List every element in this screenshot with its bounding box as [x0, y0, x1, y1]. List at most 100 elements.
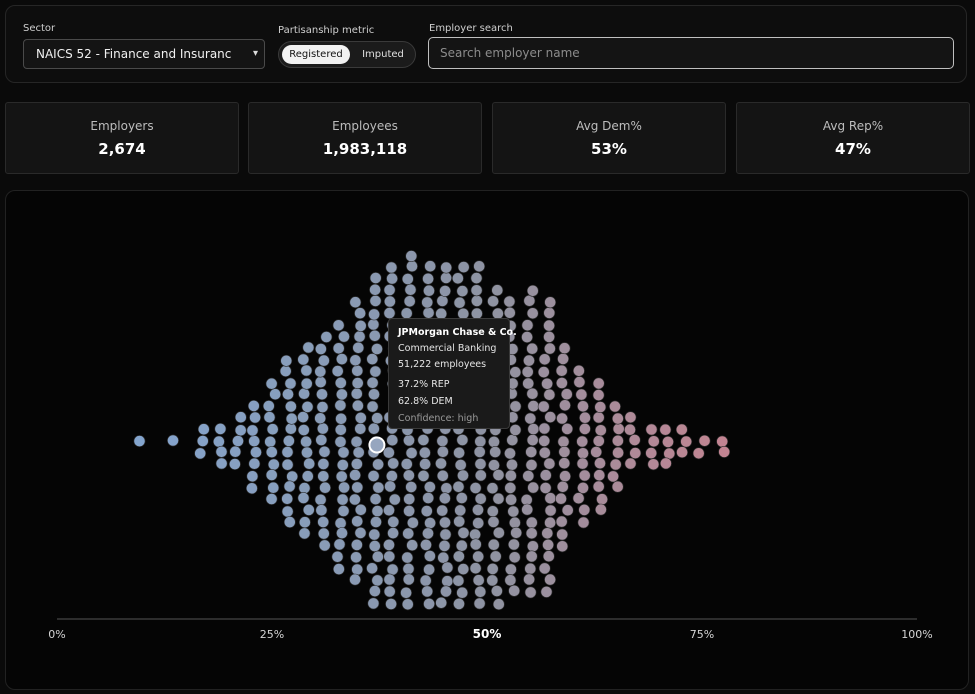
employer-point[interactable] — [526, 284, 539, 297]
employer-point[interactable] — [354, 307, 366, 320]
employer-point[interactable] — [421, 296, 434, 309]
employer-point[interactable] — [472, 503, 484, 516]
employer-point[interactable] — [298, 482, 311, 494]
employer-point[interactable] — [474, 469, 487, 482]
employer-point[interactable] — [351, 515, 364, 528]
employer-point[interactable] — [559, 399, 571, 412]
employer-point[interactable] — [486, 505, 499, 518]
employer-point[interactable] — [556, 480, 569, 493]
employer-point[interactable] — [285, 412, 298, 425]
employer-point[interactable] — [349, 469, 361, 481]
employer-point[interactable] — [454, 459, 467, 471]
employer-point[interactable] — [423, 550, 436, 562]
employer-point[interactable] — [368, 329, 381, 342]
employer-point[interactable] — [400, 586, 412, 599]
employer-point[interactable] — [455, 492, 468, 504]
employer-point[interactable] — [369, 294, 382, 307]
employer-point[interactable] — [676, 446, 688, 459]
employer-point[interactable] — [338, 330, 350, 343]
employer-point[interactable] — [281, 446, 294, 458]
employer-point[interactable] — [473, 597, 486, 610]
employer-point[interactable] — [283, 516, 296, 528]
employer-point[interactable] — [472, 574, 485, 587]
employer-point[interactable] — [335, 353, 348, 365]
employer-point[interactable] — [435, 457, 447, 470]
employer-point[interactable] — [521, 319, 534, 332]
employer-point[interactable] — [561, 422, 574, 435]
employer-point[interactable] — [332, 342, 345, 355]
employer-point[interactable] — [612, 422, 625, 435]
employer-point[interactable] — [557, 435, 570, 448]
employer-point[interactable] — [298, 516, 311, 529]
highlighted-employer-point[interactable] — [368, 436, 386, 454]
employer-point[interactable] — [351, 377, 364, 389]
employer-point[interactable] — [422, 306, 435, 319]
employer-point[interactable] — [457, 469, 469, 482]
employer-point[interactable] — [452, 550, 465, 563]
employer-point[interactable] — [489, 550, 502, 563]
employer-point[interactable] — [406, 516, 419, 529]
employer-point[interactable] — [280, 354, 293, 367]
employer-point[interactable] — [350, 435, 363, 448]
employer-point[interactable] — [367, 597, 380, 610]
employer-point[interactable] — [367, 422, 380, 435]
employer-point[interactable] — [452, 480, 465, 493]
employer-point[interactable] — [659, 423, 672, 436]
employer-point[interactable] — [423, 563, 435, 576]
employer-point[interactable] — [522, 470, 535, 482]
employer-point[interactable] — [508, 538, 520, 551]
employer-point[interactable] — [436, 504, 449, 517]
employer-point[interactable] — [577, 447, 589, 460]
employer-point[interactable] — [354, 527, 367, 539]
employer-point[interactable] — [229, 445, 242, 458]
employer-point[interactable] — [675, 423, 688, 436]
employer-point[interactable] — [246, 470, 259, 483]
employer-point[interactable] — [424, 260, 437, 273]
employer-point[interactable] — [590, 446, 603, 458]
employer-point[interactable] — [543, 319, 555, 332]
employer-point[interactable] — [577, 400, 589, 413]
employer-point[interactable] — [487, 516, 500, 528]
employer-point[interactable] — [716, 435, 729, 448]
employer-point[interactable] — [647, 458, 660, 471]
employer-point[interactable] — [457, 261, 470, 273]
employer-point[interactable] — [612, 412, 624, 425]
employer-point[interactable] — [470, 272, 483, 284]
employer-point[interactable] — [351, 364, 364, 377]
employer-point[interactable] — [297, 492, 310, 504]
employer-point[interactable] — [385, 261, 398, 274]
employer-point[interactable] — [440, 261, 453, 274]
employer-point[interactable] — [317, 516, 330, 528]
employer-point[interactable] — [387, 516, 400, 528]
employer-point[interactable] — [368, 388, 380, 401]
employer-point[interactable] — [456, 434, 469, 446]
employer-point[interactable] — [609, 400, 621, 413]
employer-point[interactable] — [492, 526, 505, 539]
employer-point[interactable] — [593, 469, 606, 482]
employer-point[interactable] — [544, 342, 556, 355]
employer-point[interactable] — [386, 434, 399, 447]
employer-point[interactable] — [314, 365, 327, 378]
employer-point[interactable] — [595, 503, 607, 516]
employer-point[interactable] — [264, 435, 277, 448]
employer-point[interactable] — [488, 459, 500, 472]
employer-point[interactable] — [474, 435, 487, 448]
employer-point[interactable] — [367, 318, 380, 331]
employer-point[interactable] — [401, 551, 414, 564]
employer-point[interactable] — [540, 586, 553, 598]
employer-point[interactable] — [539, 482, 552, 494]
employer-point[interactable] — [283, 480, 296, 493]
employer-point[interactable] — [440, 585, 452, 598]
employer-point[interactable] — [333, 538, 346, 551]
employer-point[interactable] — [371, 505, 384, 517]
employer-point[interactable] — [366, 400, 379, 413]
employer-point[interactable] — [383, 295, 396, 308]
employer-point[interactable] — [265, 493, 278, 505]
employer-point[interactable] — [301, 470, 314, 483]
employer-point[interactable] — [718, 445, 731, 458]
employer-point[interactable] — [194, 447, 207, 460]
employer-point[interactable] — [596, 493, 608, 506]
employer-point[interactable] — [491, 284, 504, 297]
employer-point[interactable] — [692, 447, 705, 460]
employer-point[interactable] — [489, 446, 502, 458]
